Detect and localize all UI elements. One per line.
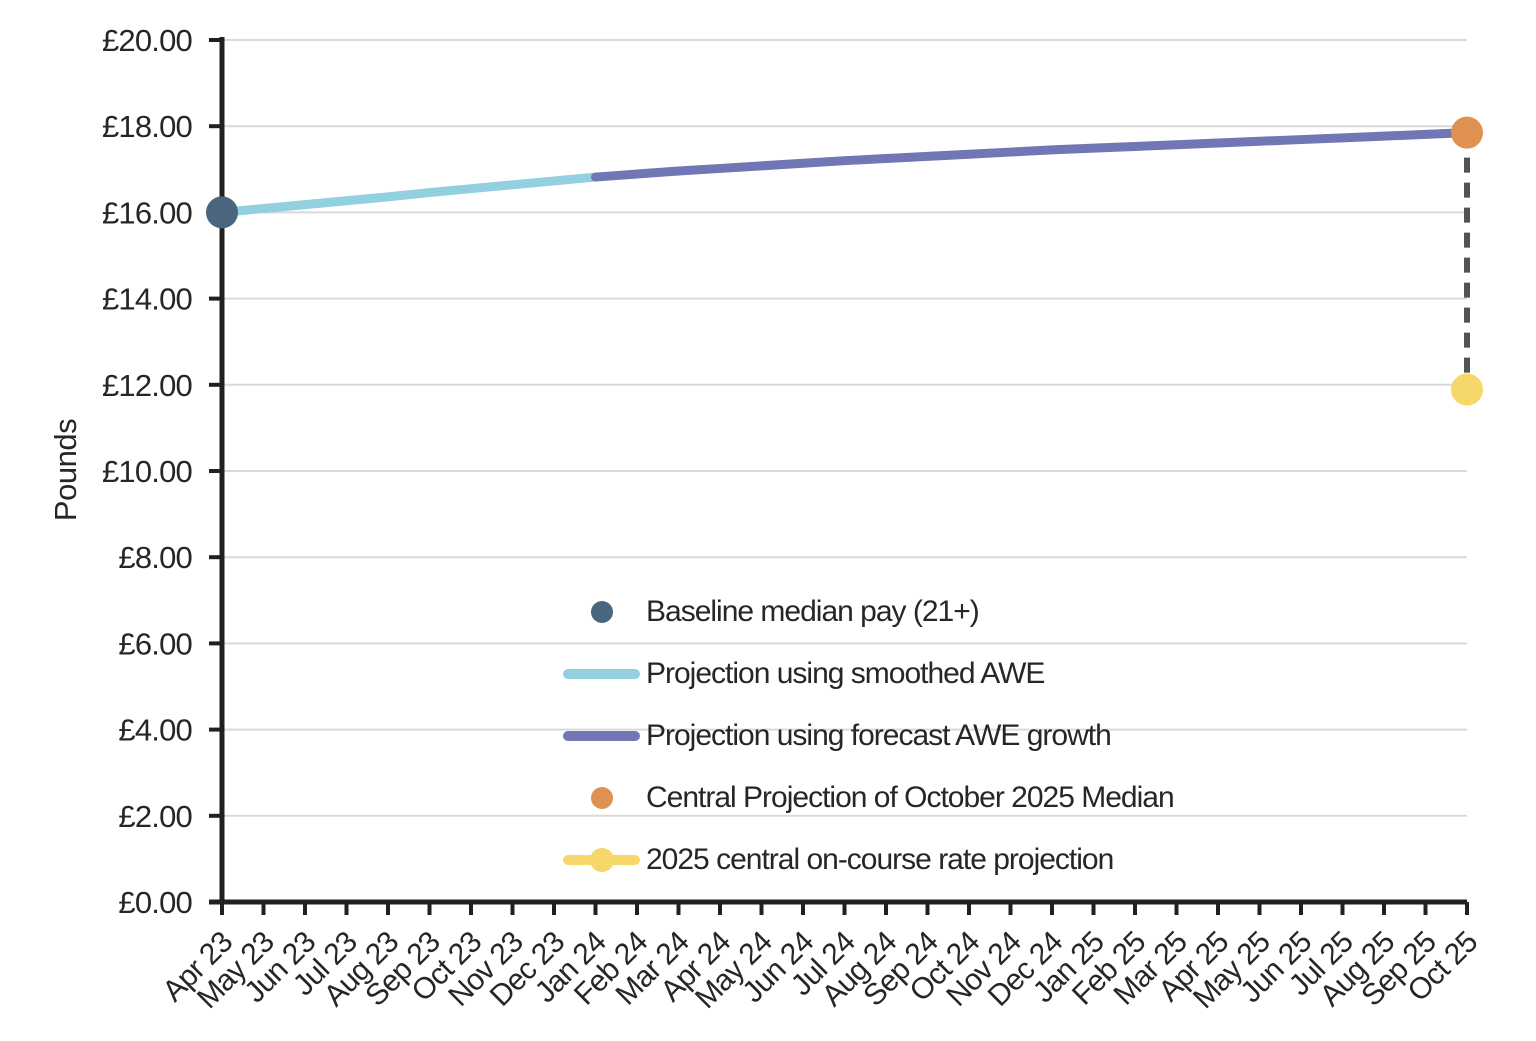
projection-using-forecast-awe-growth-line — [591, 128, 1472, 182]
y-tick-label: £18.00 — [102, 109, 193, 144]
baseline-median-pay-21-point — [206, 196, 238, 229]
legend-item-label: 2025 central on-course rate projection — [646, 843, 1114, 876]
forecast-awe-line-marker-icon — [563, 731, 640, 741]
legend-item-label: Central Projection of October 2025 Media… — [646, 781, 1175, 814]
y-tick-label: £4.00 — [118, 713, 192, 748]
projection-using-smoothed-awe-line — [217, 172, 600, 217]
2025-central-on-course-rate-projection-point — [1451, 373, 1483, 406]
legend-marker-column — [563, 731, 640, 741]
y-tick-label: £14.00 — [102, 282, 193, 317]
legend-marker-column — [563, 787, 640, 809]
legend-item: Central Projection of October 2025 Media… — [563, 767, 1175, 829]
y-tick-label: £6.00 — [118, 626, 192, 661]
y-axis-title: Pounds — [48, 418, 83, 522]
central-projection-of-october-2025-median-point — [1451, 116, 1483, 149]
on-course-rate-marker-icon — [563, 848, 640, 872]
y-tick-label: £16.00 — [102, 195, 193, 230]
baseline-median-pay-marker-icon — [590, 601, 613, 623]
legend-item: 2025 central on-course rate projection — [563, 829, 1174, 891]
central-projection-marker-icon — [590, 787, 613, 809]
y-tick-label: £10.00 — [102, 454, 193, 489]
legend-marker-column — [563, 669, 640, 679]
y-tick-label: £0.00 — [118, 885, 192, 920]
legend-item-label: Projection using smoothed AWE — [646, 657, 1045, 690]
on-course-rate-dot-icon — [589, 848, 614, 872]
legend-item-label: Projection using forecast AWE growth — [646, 719, 1112, 752]
y-tick-label: £12.00 — [102, 368, 193, 403]
smoothed-awe-line-marker-icon — [563, 669, 640, 679]
legend-item: Projection using forecast AWE growth — [563, 705, 1174, 767]
legend-item: Projection using smoothed AWE — [563, 643, 1174, 705]
y-tick-label: £2.00 — [118, 799, 192, 834]
legend-item-label: Baseline median pay (21+) — [646, 595, 980, 628]
y-tick-label: £8.00 — [118, 540, 192, 575]
legend-marker-column — [563, 848, 640, 872]
legend-marker-column — [563, 601, 640, 623]
chart-legend: Baseline median pay (21+) Projection usi… — [563, 581, 1175, 891]
legend-item: Baseline median pay (21+) — [563, 581, 1174, 643]
y-tick-label: £20.00 — [102, 23, 193, 58]
